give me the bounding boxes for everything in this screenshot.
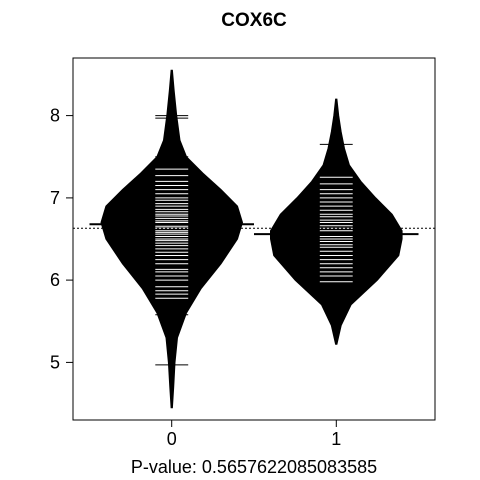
x-tick-label: 0: [167, 429, 177, 449]
y-tick-label: 8: [50, 106, 60, 126]
plot-frame: [72, 57, 436, 421]
y-tick-label: 6: [50, 270, 60, 290]
x-tick-label: 1: [331, 429, 341, 449]
chart-title: COX6C: [221, 10, 287, 31]
y-tick-label: 5: [50, 352, 60, 372]
bean-1: [270, 98, 403, 345]
x-axis-label: P-value: 0.5657622085083585: [131, 457, 377, 477]
y-tick-label: 7: [50, 188, 60, 208]
beans-layer: [89, 69, 419, 409]
y-axis: 5 6 7 8: [50, 106, 73, 372]
